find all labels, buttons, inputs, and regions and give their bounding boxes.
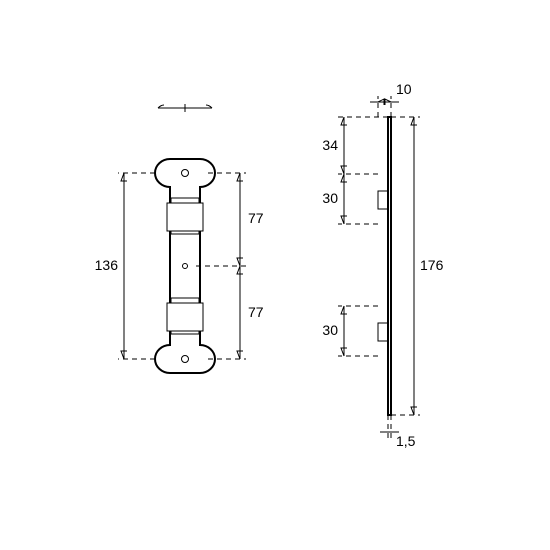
dim-30-lower: 30 — [322, 306, 378, 356]
dim-1-5: 1,5 — [380, 415, 416, 449]
dim-30-lower-label: 30 — [322, 322, 338, 338]
tech-drawing: 136 77 77 10 176 — [0, 0, 550, 550]
front-top-profile — [158, 104, 212, 112]
dim-30-upper-label: 30 — [322, 190, 338, 206]
dim-34-label: 34 — [322, 137, 338, 153]
dim-10: 10 — [370, 81, 412, 117]
dim-77-upper: 77 — [196, 173, 264, 266]
front-hole-top — [182, 170, 189, 177]
dim-77-lower: 77 — [208, 266, 264, 359]
side-plate — [388, 117, 391, 415]
front-slot-upper-inner — [167, 203, 203, 231]
dim-30-upper: 30 — [322, 174, 378, 224]
dim-77-upper-label: 77 — [248, 210, 264, 226]
dim-34: 34 — [322, 117, 388, 174]
dim-176: 176 — [391, 117, 444, 415]
dim-136-label: 136 — [95, 257, 119, 273]
side-tab-lower — [378, 323, 388, 341]
front-hole-bottom — [182, 356, 189, 363]
dim-136: 136 — [95, 173, 155, 359]
dim-1-5-label: 1,5 — [396, 433, 416, 449]
front-slot-lower-inner — [167, 303, 203, 331]
dim-10-label: 10 — [396, 81, 412, 97]
front-hole-center — [183, 264, 188, 269]
dim-77-lower-label: 77 — [248, 304, 264, 320]
dim-176-label: 176 — [420, 257, 444, 273]
side-tab-upper — [378, 191, 388, 209]
